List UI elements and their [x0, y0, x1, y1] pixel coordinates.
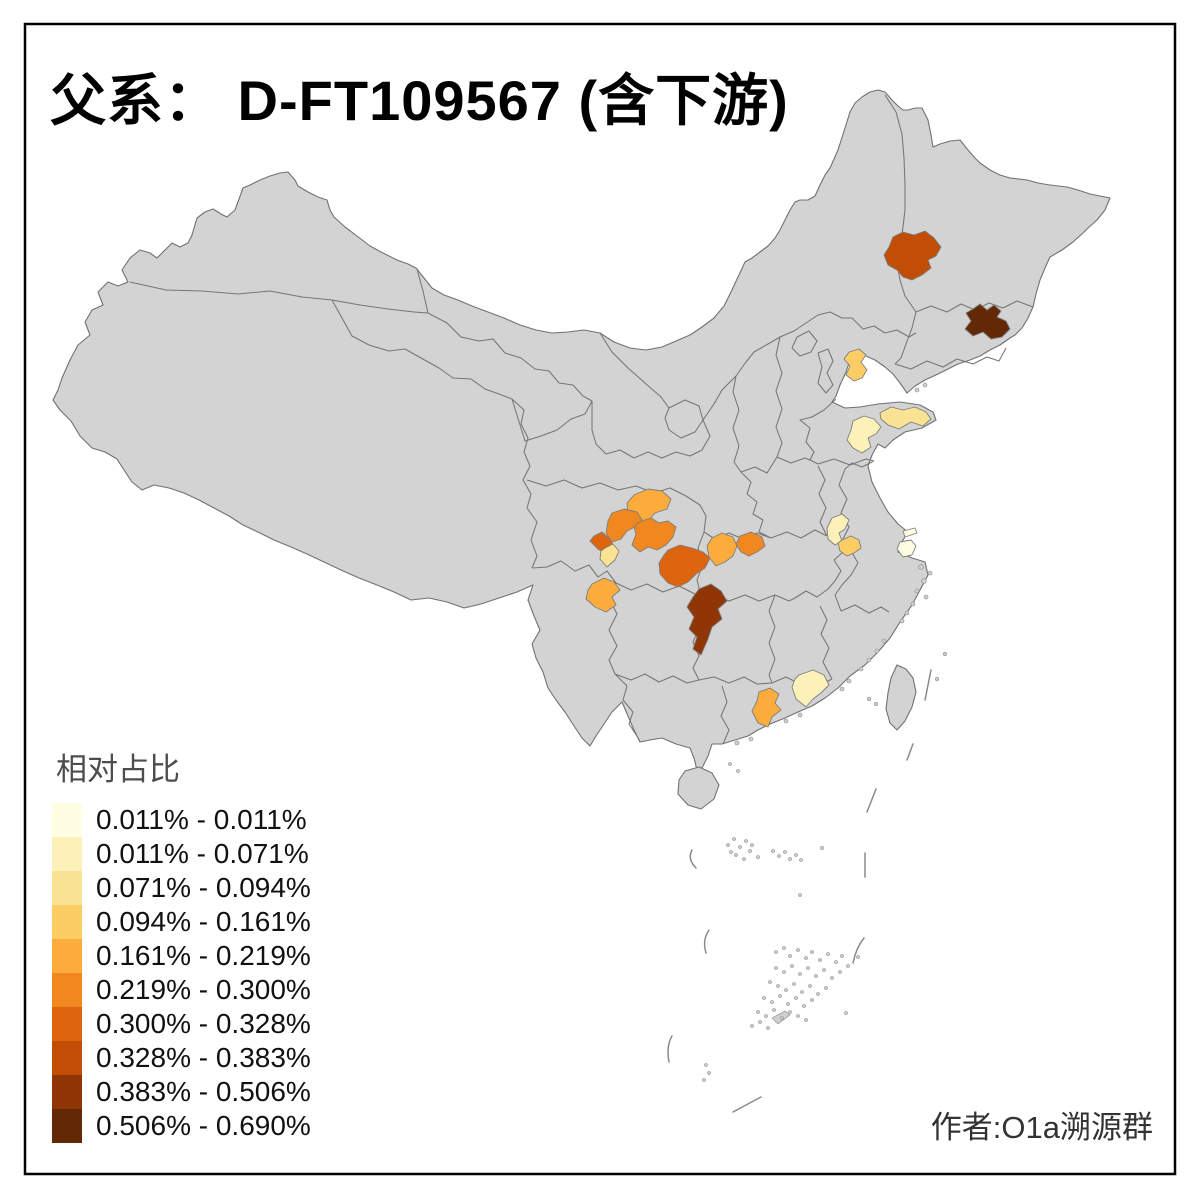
legend-label: 0.300% - 0.328% [96, 1008, 311, 1039]
legend-swatch [52, 973, 82, 1007]
page-title: 父系： D-FT109567 (含下游) [50, 69, 789, 132]
legend-swatch [52, 1075, 82, 1109]
mainland-china [52, 89, 1111, 771]
legend-swatch [52, 1109, 82, 1143]
choropleth-region [843, 348, 868, 382]
legend-swatch [52, 939, 82, 973]
legend-row: 0.383% - 0.506% [52, 1075, 311, 1109]
legend-row: 0.071% - 0.094% [52, 871, 311, 905]
sea-boundary-dashes [667, 669, 932, 1113]
legend: 相对占比 0.011% - 0.011% 0.011% - 0.071% 0.0… [52, 744, 311, 1143]
legend-row: 0.094% - 0.161% [52, 905, 311, 939]
plot-frame [23, 22, 1177, 1176]
legend-swatch [52, 905, 82, 939]
choropleth-region [585, 577, 621, 613]
choropleth-region [599, 543, 620, 568]
legend-title: 相对占比 [56, 752, 180, 787]
choropleth-region [735, 531, 766, 557]
legend-label: 0.071% - 0.094% [96, 872, 311, 903]
choropleth-region [964, 303, 1011, 340]
legend-row: 0.328% - 0.383% [52, 1041, 311, 1075]
legend-swatch [52, 837, 82, 871]
legend-label: 0.011% - 0.071% [96, 838, 309, 869]
legend-row: 0.219% - 0.300% [52, 973, 311, 1007]
choropleth-region [631, 517, 677, 553]
choropleth-region [879, 406, 932, 430]
choropleth-region [658, 544, 711, 588]
choropleth-region [686, 583, 728, 656]
choropleth-region [837, 535, 862, 557]
legend-label: 0.506% - 0.690% [96, 1110, 311, 1141]
choropleth-region [605, 508, 643, 543]
choropleth-region [751, 687, 782, 728]
choropleth-region [826, 513, 850, 546]
sea-islets [702, 382, 948, 1082]
legend-swatch [52, 871, 82, 905]
mainland-outline [52, 89, 1111, 771]
province-borders [129, 94, 1034, 745]
legend-row: 0.506% - 0.690% [52, 1109, 311, 1143]
legend-label: 0.161% - 0.219% [96, 940, 311, 971]
legend-row: 0.011% - 0.071% [52, 837, 311, 871]
legend-swatch [52, 1041, 82, 1075]
taiwan-island [885, 664, 917, 731]
legend-label: 0.094% - 0.161% [96, 906, 311, 937]
legend-items: 0.011% - 0.011% 0.011% - 0.071% 0.071% -… [52, 803, 311, 1143]
attribution: 作者:O1a溯源群 [930, 1110, 1153, 1145]
legend-label: 0.219% - 0.300% [96, 974, 311, 1005]
legend-row: 0.161% - 0.219% [52, 939, 311, 973]
legend-label: 0.383% - 0.506% [96, 1076, 311, 1107]
choropleth-region [706, 532, 738, 567]
legend-label: 0.328% - 0.383% [96, 1042, 311, 1073]
choropleth-region [883, 230, 942, 281]
choropleth-region [902, 527, 918, 538]
legend-row: 0.011% - 0.011% [52, 803, 311, 837]
legend-swatch [52, 1007, 82, 1041]
hainan-island [677, 766, 720, 810]
islands [677, 664, 917, 1025]
legend-row: 0.300% - 0.328% [52, 1007, 311, 1041]
choropleth-region [846, 415, 882, 454]
legend-label: 0.011% - 0.011% [96, 804, 307, 835]
choropleth-region [791, 669, 830, 708]
colored-regions [585, 230, 1011, 728]
choropleth-region [896, 539, 917, 558]
legend-swatch [52, 803, 82, 837]
